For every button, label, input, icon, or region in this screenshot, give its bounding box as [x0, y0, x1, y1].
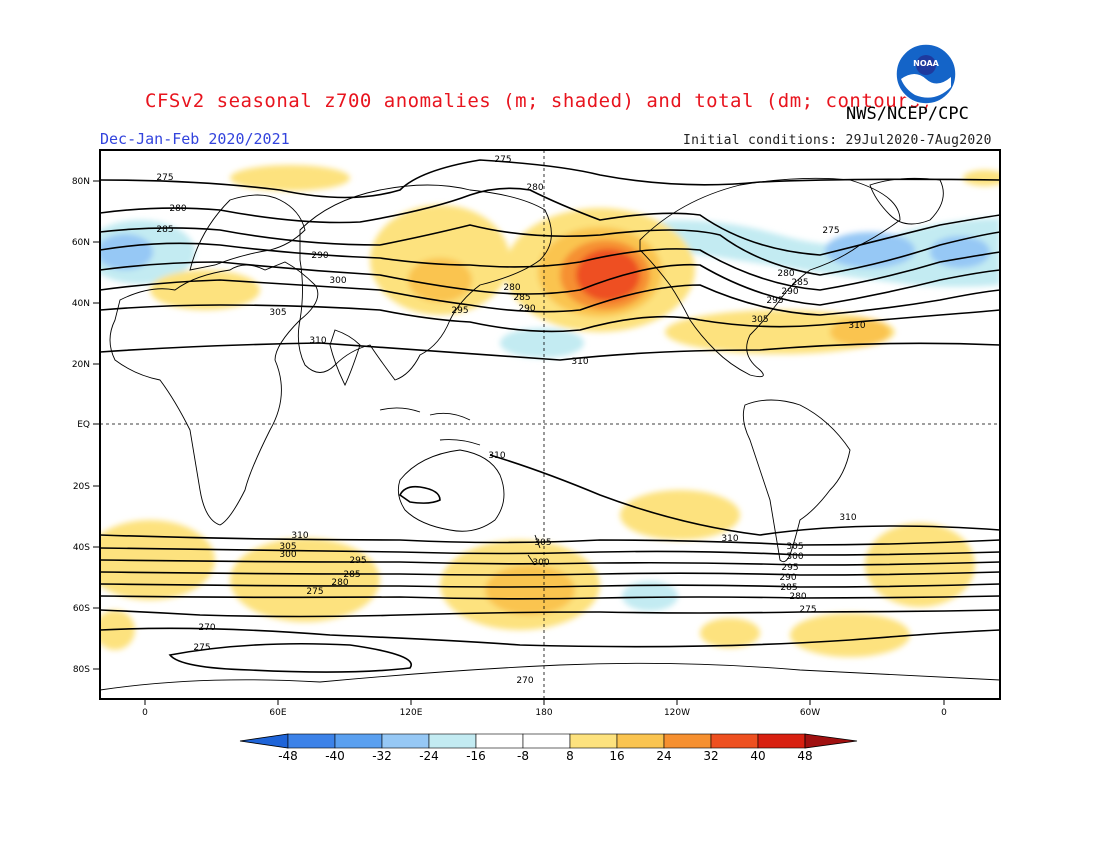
lat-tick-label: 20N: [72, 360, 90, 370]
anomaly-shading: [100, 165, 1000, 657]
colorbar-label: -32: [372, 749, 392, 763]
contour-label: 290: [311, 251, 328, 261]
contour-label: 275: [822, 226, 839, 236]
contour-label: 300: [786, 552, 803, 562]
contour-label: 280: [526, 183, 543, 193]
colorbar-label: -16: [466, 749, 486, 763]
svg-text:NOAA: NOAA: [913, 59, 939, 68]
contour-label: 295: [766, 296, 783, 306]
colorbar-swatch: [757, 733, 806, 749]
colorbar-swatch: [710, 733, 759, 749]
colorbar-arrow-low: [239, 733, 289, 749]
contour-label: 275: [156, 173, 173, 183]
contour-label: 280: [331, 578, 348, 588]
lat-tick-label: 60S: [73, 604, 90, 614]
lat-tick-label: 40S: [73, 543, 90, 553]
colorbar-label: 16: [609, 749, 624, 763]
graticule: [100, 150, 1000, 699]
contour-label: 285: [791, 278, 808, 288]
colorbar-swatch: [428, 733, 477, 749]
contour-label: 285: [156, 225, 173, 235]
colorbar-swatch: [475, 733, 524, 749]
colorbar-label: 32: [703, 749, 718, 763]
colorbar-label: -8: [517, 749, 529, 763]
initial-conditions: Initial conditions: 29Jul2020-7Aug2020: [683, 133, 992, 148]
contour-label: 305: [786, 542, 803, 552]
colorbar-label: 8: [566, 749, 574, 763]
lon-tick-label: 0: [941, 708, 947, 718]
contour-label: 310: [309, 336, 326, 346]
contour-label: 285: [343, 570, 360, 580]
lon-tick-label: 180: [535, 708, 552, 718]
lon-tick-label: 60W: [800, 708, 820, 718]
contour-label: 310: [848, 321, 865, 331]
contour-label: 280: [789, 592, 806, 602]
colorbar-swatch: [287, 733, 336, 749]
colorbar-swatch: [616, 733, 665, 749]
contour-label: 270: [198, 623, 215, 633]
contour-label: 275: [193, 643, 210, 653]
contour-label: 275: [494, 155, 511, 165]
lon-tick-label: 120E: [400, 708, 423, 718]
lat-tick-label: 80S: [73, 665, 90, 675]
lat-tick-label: 20S: [73, 482, 90, 492]
lat-tick-label: EQ: [77, 420, 90, 430]
colorbar-label: -48: [278, 749, 298, 763]
contour-label: 310: [839, 513, 856, 523]
contour-label: 290: [781, 287, 798, 297]
contour-label: 275: [306, 587, 323, 597]
contour-label: 310: [571, 357, 588, 367]
contour-label: 305: [269, 308, 286, 318]
colorbar-label: -40: [325, 749, 345, 763]
colorbar-label: 48: [797, 749, 812, 763]
agency-label: NWS/NCEP/CPC: [846, 104, 969, 124]
contour-label: 295: [349, 556, 366, 566]
latitude-axis: 80N 60N 40N 20N EQ 20S 40S 60S 80S: [72, 177, 100, 675]
contour-label: 295: [451, 306, 468, 316]
lon-tick-label: 60E: [269, 708, 286, 718]
contour-label: 300: [532, 558, 549, 568]
contour-label: 290: [518, 304, 535, 314]
colorbar-label: -24: [419, 749, 439, 763]
contour-label: 280: [503, 283, 520, 293]
contour-label: 285: [780, 583, 797, 593]
contour-label: 295: [781, 563, 798, 573]
noaa-logo: NOAA: [895, 43, 957, 105]
contour-label: 280: [777, 269, 794, 279]
height-contours: [100, 159, 1000, 673]
colorbar-swatch: [522, 733, 571, 749]
colorbar-swatch: [334, 733, 383, 749]
colorbar-swatch: [569, 733, 618, 749]
contour-label: 270: [516, 676, 533, 686]
contour-label: 310: [721, 534, 738, 544]
contour-label: 275: [799, 605, 816, 615]
contour-label: 305: [751, 315, 768, 325]
colorbar-label: 40: [750, 749, 765, 763]
contour-label: 300: [329, 276, 346, 286]
contour-label: 305: [279, 542, 296, 552]
longitude-axis: 0 60E 120E 180 120W 60W 0: [142, 699, 947, 718]
colorbar-swatch: [663, 733, 712, 749]
contour-label: 300: [279, 550, 296, 560]
contour-label: 310: [488, 451, 505, 461]
contour-label: 280: [169, 204, 186, 214]
colorbar-label: 24: [656, 749, 671, 763]
contour-label: 285: [513, 293, 530, 303]
colorbar-swatch: [381, 733, 430, 749]
forecast-period: Dec-Jan-Feb 2020/2021: [100, 130, 290, 148]
lat-tick-label: 80N: [72, 177, 90, 187]
colorbar: -48 -40 -32 -24 -16 -8 8 16 24 32 40 48: [239, 733, 858, 763]
lon-tick-label: 120W: [664, 708, 690, 718]
lat-tick-label: 60N: [72, 238, 90, 248]
lon-tick-label: 0: [142, 708, 148, 718]
contour-label: 305: [534, 538, 551, 548]
colorbar-arrow-high: [804, 733, 858, 749]
contour-label: 310: [291, 531, 308, 541]
lat-tick-label: 40N: [72, 299, 90, 309]
map-title: CFSv2 seasonal z700 anomalies (m; shaded…: [145, 90, 933, 112]
contour-label: 290: [779, 573, 796, 583]
coastlines: [100, 177, 1000, 691]
